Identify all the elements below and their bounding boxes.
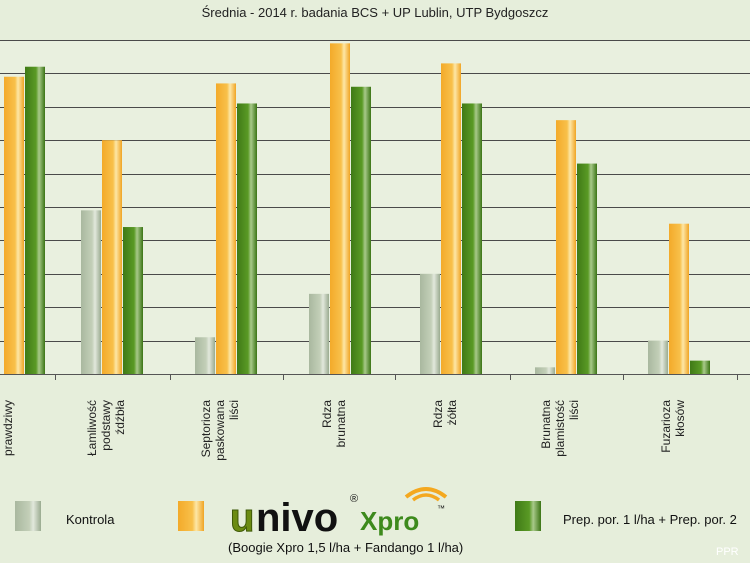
legend-label-kontrola: Kontrola — [66, 512, 115, 527]
bar-kontrola — [195, 337, 215, 374]
bar-unvo — [330, 43, 350, 375]
bar-prep — [25, 66, 45, 374]
bar-prep — [577, 163, 597, 374]
legend-item-prep: Prep. por. 1 l/ha + Prep. por. 2 — [515, 501, 737, 531]
signal-arc-inner-icon — [411, 493, 441, 502]
x-tick-label-line: Fuzarioza — [659, 400, 673, 453]
bar-unvo — [441, 63, 461, 374]
legend-item-kontrola: Kontrola — [15, 501, 115, 531]
x-tick-label-line: Rdza — [431, 400, 445, 428]
plot-area — [0, 40, 750, 380]
bar-kontrola — [535, 367, 555, 374]
legend-item-unvo: u nivo ® Xpro ™ (Boogie Xpro 1,5 l/ha + … — [178, 487, 463, 555]
bar-prep — [690, 360, 710, 374]
x-tick-label-line: prawdziwy — [1, 400, 15, 456]
x-tick-label: Septoriozapaskowanaliści — [199, 400, 241, 461]
bar-unvo — [669, 223, 689, 374]
x-tick-label: Rdzażółta — [431, 400, 459, 428]
x-ticks — [55, 374, 738, 380]
chart-title: Średnia - 2014 r. badania BCS + UP Lubli… — [202, 5, 549, 20]
x-tick-label-line: liści — [567, 400, 581, 420]
bar-unvo — [556, 120, 576, 374]
x-tick-label-line: Septorioza — [199, 400, 213, 458]
logo-trademark: ™ — [437, 504, 445, 513]
logo-registered: ® — [350, 493, 358, 505]
x-tick-label-line: liści — [227, 400, 241, 420]
logo-letter-u: u — [230, 496, 254, 540]
legend-swatch-kontrola — [15, 501, 41, 531]
x-tick-label: Brunatnaplamistośćliści — [539, 400, 581, 457]
legend: Kontrola u nivo ® Xpro ™ (Boogie Xpro 1,… — [15, 487, 737, 555]
x-tick-label-line: plamistość — [553, 400, 567, 457]
bar-prep — [462, 103, 482, 375]
bars — [4, 43, 710, 375]
logo-xpro: Xpro — [360, 506, 419, 536]
x-tick-label-line: kłosów — [673, 400, 687, 437]
bar-kontrola — [309, 293, 329, 374]
x-tick-label-line: podstawy — [99, 400, 113, 451]
unvo-xpro-logo: u nivo ® Xpro ™ — [230, 487, 448, 541]
legend-swatch-prep — [515, 501, 541, 531]
x-tick-label: prawdziwy — [1, 400, 15, 456]
bar-unvo — [216, 83, 236, 375]
signal-arc-outer-icon — [404, 487, 448, 499]
bar-kontrola — [420, 273, 440, 374]
bar-prep — [123, 227, 143, 374]
x-tick-label-line: brunatna — [334, 400, 348, 448]
x-tick-label-line: Rdza — [320, 400, 334, 428]
legend-swatch-unvo — [178, 501, 204, 531]
x-tick-label: Rdzabrunatna — [320, 400, 348, 448]
bar-kontrola — [648, 340, 668, 374]
bar-unvo — [4, 76, 24, 375]
bar-prep — [351, 86, 371, 374]
x-tick-label: Łamliwośćpodstawyźdźbła — [85, 400, 127, 456]
x-tick-label-line: źdźbła — [113, 400, 127, 435]
x-tick-labels: prawdziwy Łamliwośćpodstawyźdźbła Septorio… — [1, 400, 687, 461]
x-tick-label-line: Brunatna — [539, 400, 553, 449]
x-tick-label-line: paskowana — [213, 400, 227, 461]
x-tick-label-line: Łamliwość — [85, 400, 99, 456]
watermark: PPR — [716, 546, 739, 558]
x-tick-label: Fuzariozakłosów — [659, 400, 687, 453]
logo-nivo: nivo — [256, 496, 338, 540]
bar-kontrola — [81, 210, 101, 374]
legend-label-prep: Prep. por. 1 l/ha + Prep. por. 2 — [563, 512, 737, 527]
x-tick-label-line: żółta — [445, 400, 459, 426]
bar-unvo — [102, 140, 122, 374]
legend-label-unvo: (Boogie Xpro 1,5 l/ha + Fandango 1 l/ha) — [228, 540, 463, 555]
bar-prep — [237, 103, 257, 375]
